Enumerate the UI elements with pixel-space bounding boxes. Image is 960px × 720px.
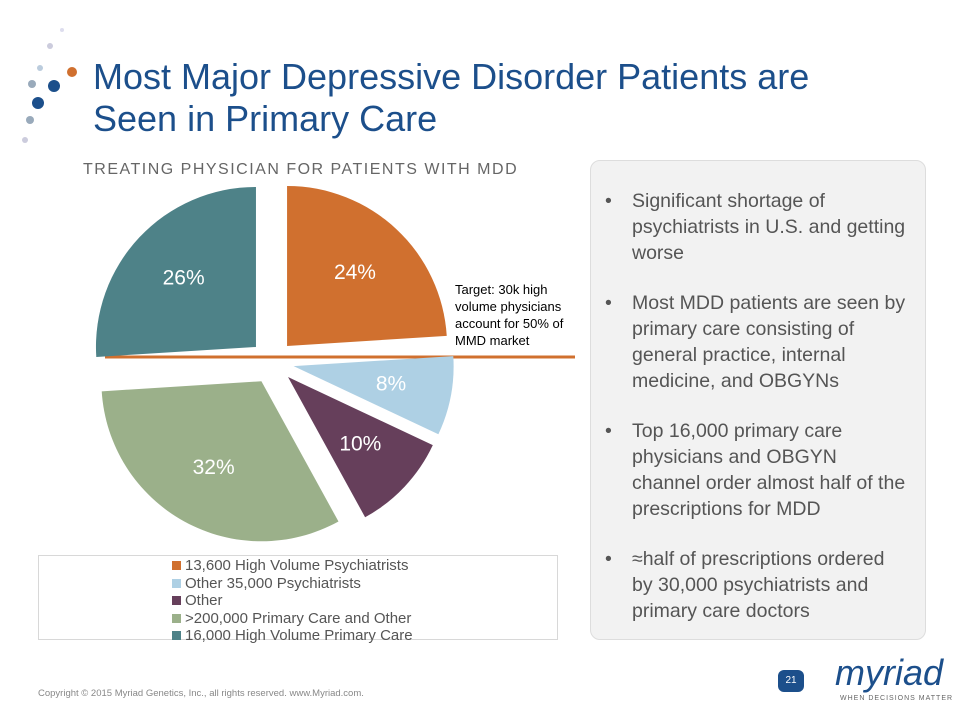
- legend-swatch: [172, 613, 181, 623]
- annotation: Target: 30k high volume physicians accou…: [455, 282, 564, 348]
- legend-label: Other: [185, 592, 223, 609]
- pie-slice: [293, 356, 454, 435]
- slice-label: 24%: [334, 261, 376, 284]
- legend: 13,600 High Volume Psychiatrists Other 35…: [38, 555, 558, 644]
- bullet-item: ≈half of prescriptions ordered by 30,000…: [605, 546, 910, 624]
- slice-label: 26%: [163, 267, 205, 290]
- legend-swatch: [172, 578, 181, 588]
- chart-title: TREATING PHYSICIAN FOR PATIENTS WITH MDD: [83, 161, 519, 178]
- logo: myriad: [835, 652, 944, 693]
- slice-label: 8%: [376, 372, 406, 395]
- legend-entry: Other: [172, 592, 557, 610]
- page-number: 21: [778, 670, 804, 692]
- legend-swatch: [172, 631, 181, 641]
- slice-label: 32%: [193, 456, 235, 479]
- pie-slice: [95, 186, 256, 357]
- logo-tagline: WHEN DECISIONS MATTER: [840, 695, 954, 702]
- legend-entry: 13,600 High Volume Psychiatrists: [172, 557, 557, 575]
- pie-slice: [288, 377, 433, 518]
- legend-label: 16,000 High Volume Primary Care: [185, 627, 413, 644]
- pie-chart: 24% 8% 10% 32% 26%: [95, 185, 575, 542]
- legend-label: >200,000 Primary Care and Other: [185, 609, 412, 627]
- legend-entry: 16,000 High Volume Primary Care: [172, 627, 557, 645]
- slice-label: 10%: [339, 433, 381, 456]
- legend-label: 13,600 High Volume Psychiatrists: [185, 557, 409, 574]
- slide-title: Most Major Depressive Disorder Patients …: [93, 56, 810, 139]
- footer: Copyright © 2015 Myriad Genetics, Inc., …: [38, 688, 364, 699]
- pie-slice: [101, 381, 339, 542]
- bullet-item: Top 16,000 primary care physicians and O…: [605, 418, 910, 522]
- bullet-item: Most MDD patients are seen by primary ca…: [605, 290, 910, 394]
- bullet-item: Significant shortage of psychiatrists in…: [605, 188, 910, 266]
- legend-entry: Other 35,000 Psychiatrists: [172, 575, 557, 593]
- decor-dots: [22, 28, 77, 143]
- legend-swatch: [172, 596, 181, 606]
- legend-swatch: [172, 561, 181, 571]
- pie-slice: [287, 185, 447, 346]
- bullet-list: Significant shortage of psychiatrists in…: [605, 188, 910, 648]
- legend-entry: >200,000 Primary Care and Other: [172, 610, 557, 628]
- legend-label: Other 35,000 Psychiatrists: [185, 574, 361, 592]
